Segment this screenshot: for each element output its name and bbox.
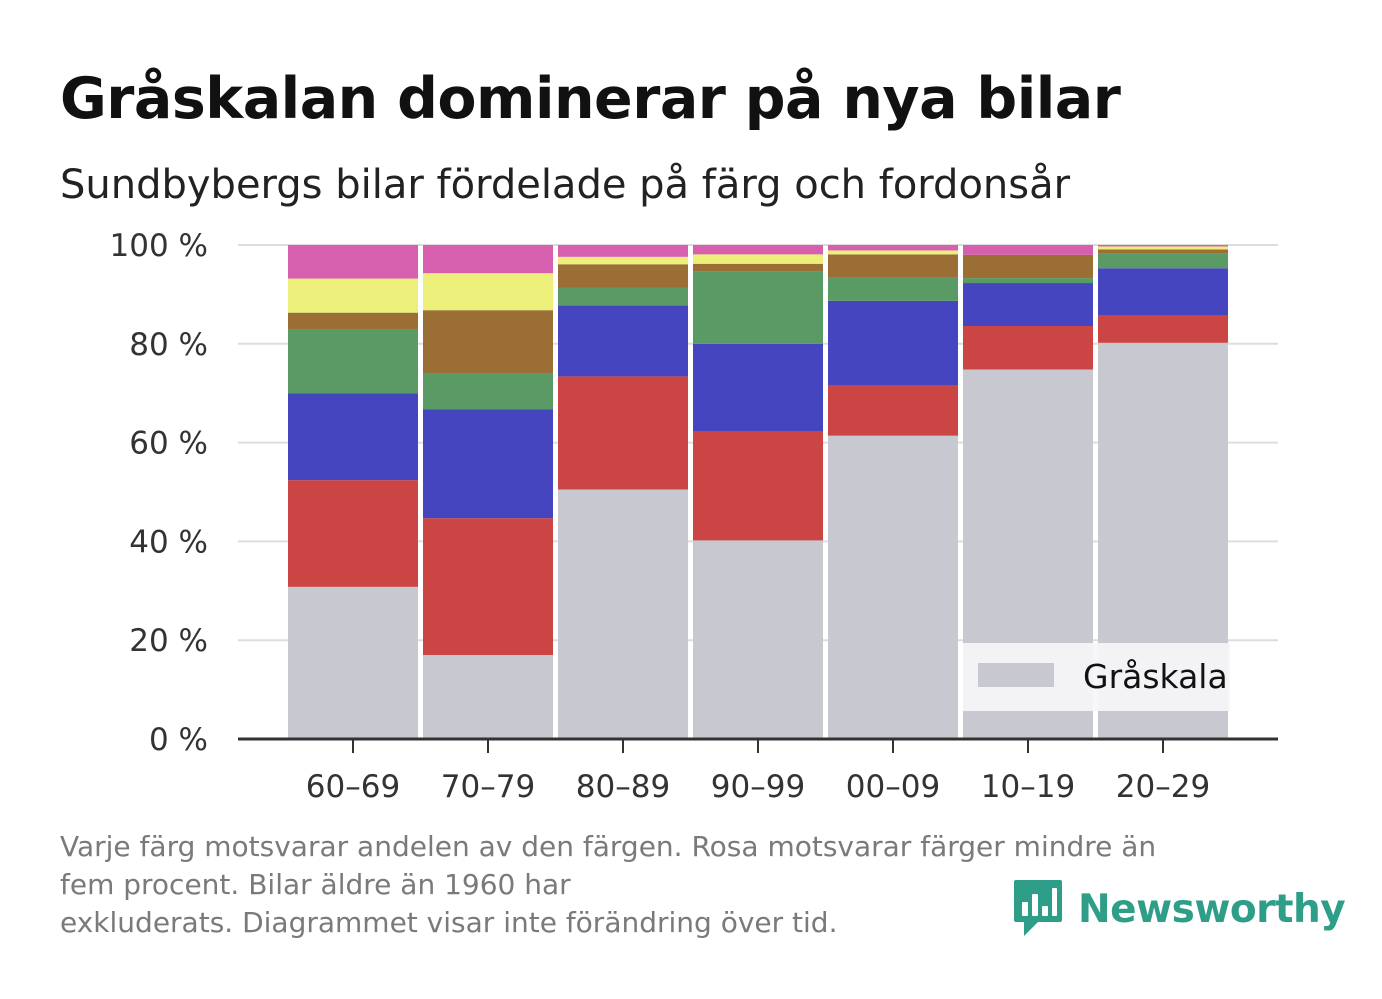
- bar-segment: [1098, 315, 1228, 343]
- bar-segment: [423, 310, 553, 374]
- y-tick-label: 100 %: [110, 228, 208, 264]
- legend: Gråskala: [963, 643, 1230, 711]
- footnote-line: fem procent. Bilar äldre än 1960 har: [60, 868, 571, 901]
- bar-segment: [963, 245, 1093, 255]
- bar-segment: [288, 586, 418, 739]
- y-tick-label: 0 %: [149, 722, 208, 758]
- bar-segment: [963, 283, 1093, 327]
- bar-segment: [558, 256, 688, 265]
- brand-name: Newsworthy: [1078, 886, 1346, 932]
- bar-segment: [828, 254, 958, 278]
- x-axis-labels: 60–69 70–79 80–89 90–99 00–09 10–19 20–29: [306, 739, 1210, 800]
- bar-segment: [693, 254, 823, 264]
- bar-segment: [558, 305, 688, 377]
- bar-segment: [423, 655, 553, 739]
- bar-segment: [828, 245, 958, 251]
- footnote-line: exkluderats. Diagrammet visar inte förän…: [60, 906, 838, 939]
- bar-segment: [963, 326, 1093, 370]
- y-tick-label: 20 %: [129, 623, 208, 659]
- bar-segment: [963, 254, 1093, 279]
- x-tick-label: 80–89: [576, 769, 670, 800]
- y-tick-label: 80 %: [129, 327, 208, 363]
- x-tick-label: 00–09: [846, 769, 940, 800]
- bar-segment: [423, 518, 553, 656]
- bar-segment: [558, 287, 688, 306]
- brand-logo: Newsworthy: [1012, 878, 1346, 940]
- y-tick-label: 40 %: [129, 524, 208, 560]
- bar-segment: [558, 264, 688, 288]
- bar-segment: [693, 245, 823, 255]
- legend-label-graskala: Gråskala: [1083, 657, 1228, 696]
- legend-swatch-graskala: [978, 663, 1054, 687]
- bar-segment: [1098, 246, 1228, 250]
- bar-segment: [1098, 253, 1228, 269]
- bar-segment: [828, 277, 958, 301]
- bar-segment: [693, 431, 823, 541]
- bar-segment: [423, 273, 553, 311]
- footnote-line: Varje färg motsvarar andelen av den färg…: [60, 830, 1157, 863]
- bar-segment: [288, 312, 418, 329]
- bar-segment: [288, 328, 418, 394]
- bar-segment: [693, 540, 823, 739]
- x-tick-label: 10–19: [981, 769, 1075, 800]
- x-tick-label: 90–99: [711, 769, 805, 800]
- bar-segment: [1098, 268, 1228, 316]
- bar-segment: [693, 271, 823, 344]
- y-axis-labels: 0 % 20 % 40 % 60 % 80 % 100 %: [110, 228, 208, 758]
- bar-segment: [828, 300, 958, 386]
- bar-segment: [288, 393, 418, 481]
- bar-segment: [558, 376, 688, 490]
- bars: [288, 245, 1228, 739]
- newsworthy-logo-icon: [1014, 880, 1062, 936]
- bar-segment: [288, 278, 418, 313]
- x-tick-label: 70–79: [441, 769, 535, 800]
- bar-segment: [828, 385, 958, 436]
- chart-subtitle: Sundbybergs bilar fördelade på färg och …: [60, 162, 1071, 208]
- bar-segment: [828, 435, 958, 739]
- bar-segment: [423, 373, 553, 410]
- bar-segment: [1098, 249, 1228, 254]
- bar-segment: [1098, 245, 1228, 247]
- bar-segment: [423, 409, 553, 519]
- chart-footnote: Varje färg motsvarar andelen av den färg…: [60, 828, 1310, 942]
- bar-segment: [288, 480, 418, 587]
- bar-segment: [963, 278, 1093, 284]
- bar-segment: [288, 245, 418, 279]
- bar-segment: [828, 250, 958, 255]
- chart-title: Gråskalan dominerar på nya bilar: [60, 66, 1121, 132]
- bar-segment: [558, 245, 688, 257]
- bar-segment: [693, 263, 823, 272]
- stacked-bar-chart: 0 % 20 % 40 % 60 % 80 % 100 % 60–69 70–79 80–89…: [110, 228, 1278, 800]
- y-tick-label: 60 %: [129, 426, 208, 462]
- x-tick-label: 20–29: [1116, 769, 1210, 800]
- bar-segment: [558, 489, 688, 739]
- bar-segment: [423, 245, 553, 274]
- bar-segment: [693, 343, 823, 432]
- x-tick-label: 60–69: [306, 769, 400, 800]
